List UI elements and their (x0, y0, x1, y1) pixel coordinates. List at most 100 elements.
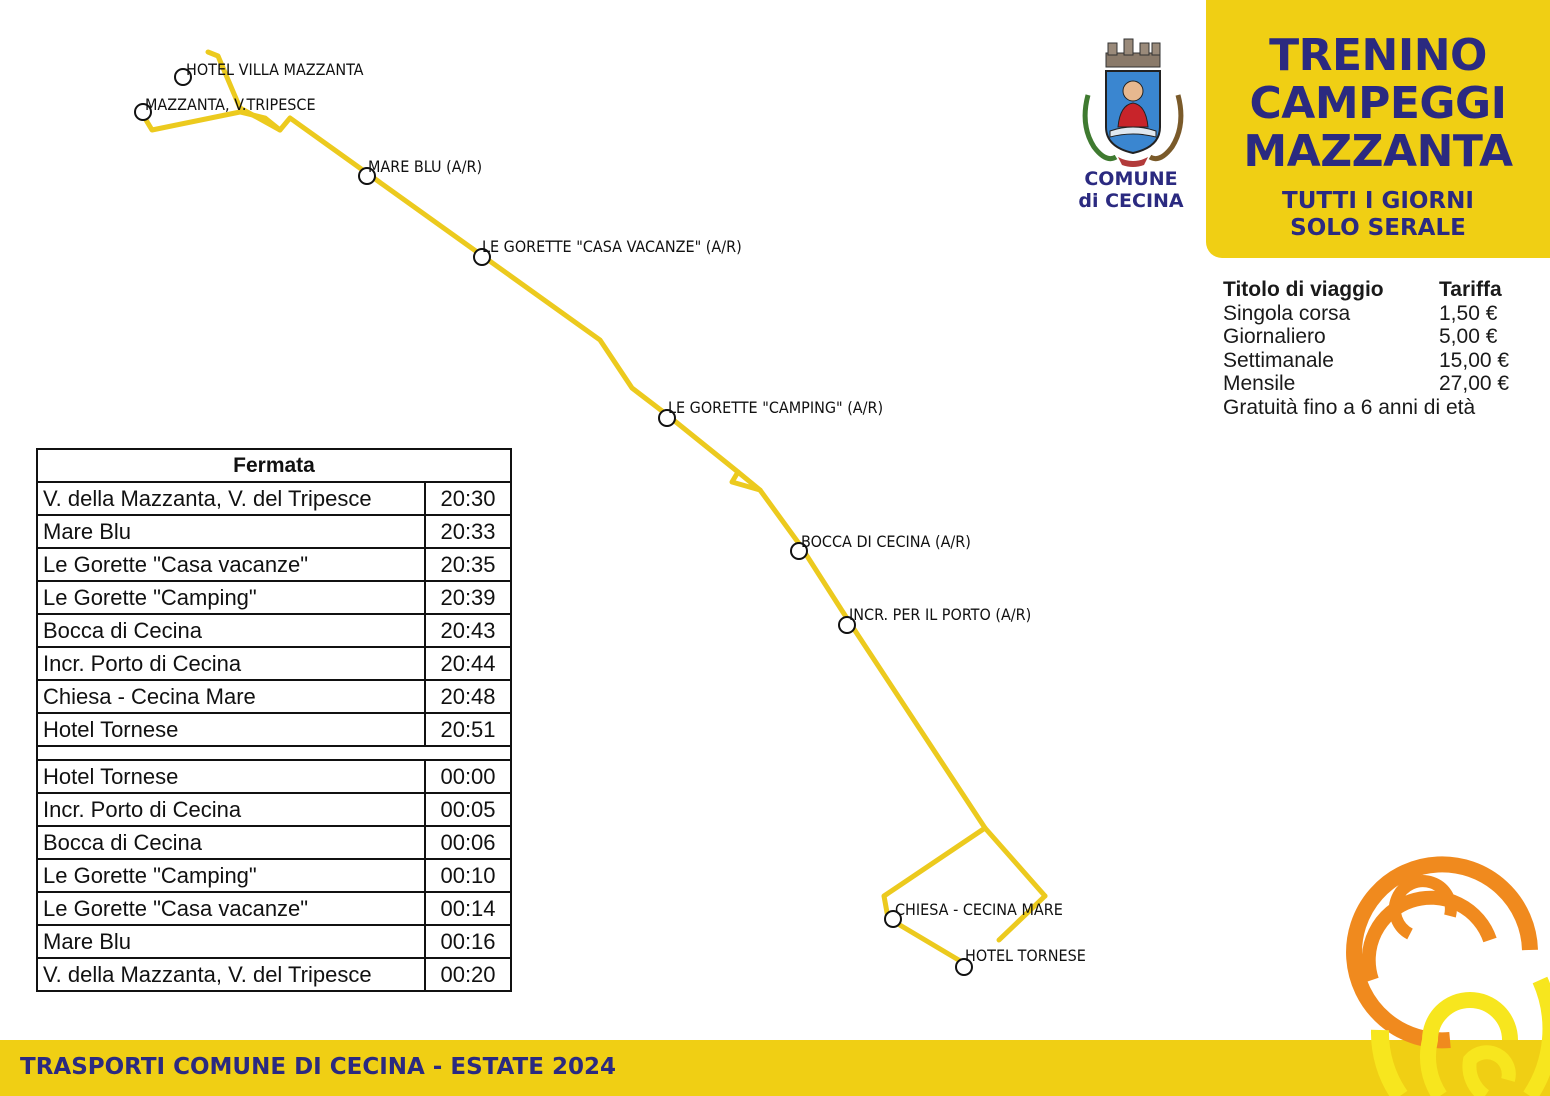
stop-time: 00:05 (424, 792, 512, 827)
crest-caption: COMUNE di CECINA (1068, 168, 1194, 212)
fare-name: Singola corsa (1223, 301, 1351, 325)
stop-name: Incr. Porto di Cecina (36, 792, 426, 827)
page-subtitle: TUTTI I GIORNI SOLO SERALE (1206, 188, 1550, 242)
fare-name: Mensile (1223, 372, 1296, 395)
fares-header: Titolo di viaggio Tariffa (1223, 278, 1509, 302)
stop-time: 20:43 (424, 613, 512, 648)
footer-bar: TRASPORTI COMUNE DI CECINA - ESTATE 2024 (0, 1040, 1550, 1096)
stop-marker (658, 409, 676, 427)
title-banner: TRENINO CAMPEGGI MAZZANTA TUTTI I GIORNI… (1206, 0, 1550, 258)
stop-name: Le Gorette "Camping" (36, 580, 426, 615)
fare-price: 5,00 € (1439, 325, 1498, 348)
stop-label: INCR. PER IL PORTO (A/R) (849, 605, 1031, 624)
title-line-2: CAMPEGGI (1249, 78, 1507, 129)
fares-note: Gratuità fino a 6 anni di età (1223, 395, 1476, 419)
stop-marker (134, 103, 152, 121)
table-spacer-row (36, 745, 512, 761)
stop-label: HOTEL VILLA MAZZANTA (186, 60, 364, 79)
stop-name: Mare Blu (36, 924, 426, 959)
stop-markers (134, 68, 973, 976)
stop-time: 20:35 (424, 547, 512, 582)
stop-marker (884, 910, 902, 928)
fare-price: 15,00 € (1439, 348, 1510, 372)
table-row: Le Gorette "Camping" 20:39 (36, 580, 512, 615)
page-title: TRENINO CAMPEGGI MAZZANTA (1206, 32, 1550, 176)
title-line-3: MAZZANTA (1243, 126, 1513, 177)
stop-marker (955, 958, 973, 976)
timetable-header-row: Fermata (36, 448, 512, 483)
stop-marker (473, 248, 491, 266)
stop-name: Chiesa - Cecina Mare (36, 679, 426, 714)
table-row: Le Gorette "Casa vacanze" 20:35 (36, 547, 512, 582)
table-row: Incr. Porto di Cecina 20:44 (36, 646, 512, 681)
footer-text: TRASPORTI COMUNE DI CECINA - ESTATE 2024 (20, 1054, 616, 1080)
stop-time: 20:44 (424, 646, 512, 681)
fare-row: Mensile 27,00 € (1223, 372, 1509, 396)
table-spacer (36, 745, 512, 761)
fares-table: Titolo di viaggio Tariffa Singola corsa … (1223, 278, 1509, 419)
subtitle-line-2: SOLO SERALE (1290, 215, 1466, 241)
stop-name: Incr. Porto di Cecina (36, 646, 426, 681)
crest-line-2: di CECINA (1078, 190, 1184, 212)
stop-name: Bocca di Cecina (36, 825, 426, 860)
stop-name: Hotel Tornese (36, 759, 426, 794)
table-row: Hotel Tornese 00:00 (36, 759, 512, 794)
stop-time: 00:20 (424, 957, 512, 992)
stop-labels: HOTEL VILLA MAZZANTA MAZZANTA, V.TRIPESC… (145, 60, 1086, 965)
stop-time: 20:48 (424, 679, 512, 714)
stop-label: HOTEL TORNESE (965, 946, 1086, 965)
stop-time: 00:16 (424, 924, 512, 959)
crest-line-1: COMUNE (1084, 168, 1178, 190)
timetable: Fermata V. della Mazzanta, V. del Tripes… (36, 448, 512, 992)
stop-name: V. della Mazzanta, V. del Tripesce (36, 481, 426, 516)
stop-label: LE GORETTE "CAMPING" (A/R) (668, 398, 883, 417)
timetable-header: Fermata (36, 448, 512, 483)
coat-of-arms-icon (1082, 38, 1184, 167)
table-row: Mare Blu 20:33 (36, 514, 512, 549)
stop-marker (790, 542, 808, 560)
subtitle-line-1: TUTTI I GIORNI (1282, 188, 1474, 214)
table-row: Chiesa - Cecina Mare 20:48 (36, 679, 512, 714)
fare-row: Singola corsa 1,50 € (1223, 302, 1509, 326)
stop-time: 00:14 (424, 891, 512, 926)
stop-name: Le Gorette "Casa vacanze" (36, 891, 426, 926)
stop-name: V. della Mazzanta, V. del Tripesce (36, 957, 426, 992)
stop-time: 20:51 (424, 712, 512, 747)
crown-icon (1105, 38, 1161, 68)
stop-time: 20:30 (424, 481, 512, 516)
fare-row: Giornaliero 5,00 € (1223, 325, 1509, 349)
fare-row: Settimanale 15,00 € (1223, 349, 1509, 373)
fare-name: Settimanale (1223, 348, 1334, 372)
fares-header-title: Titolo di viaggio (1223, 278, 1384, 301)
stop-time: 20:33 (424, 514, 512, 549)
stop-marker (174, 68, 192, 86)
table-row: Incr. Porto di Cecina 00:05 (36, 792, 512, 827)
fare-price: 27,00 € (1439, 372, 1510, 395)
table-row: Mare Blu 00:16 (36, 924, 512, 959)
table-row: V. della Mazzanta, V. del Tripesce 20:30 (36, 481, 512, 516)
stop-label: MARE BLU (A/R) (368, 157, 482, 176)
stop-name: Bocca di Cecina (36, 613, 426, 648)
stop-label: LE GORETTE "CASA VACANZE" (A/R) (482, 237, 742, 256)
stop-label: MAZZANTA, V.TRIPESCE (145, 95, 316, 114)
spiral-logo-icon (1346, 856, 1550, 1096)
stop-time: 20:39 (424, 580, 512, 615)
table-row: Le Gorette "Casa vacanze" 00:14 (36, 891, 512, 926)
fares-header-price: Tariffa (1439, 278, 1502, 301)
stop-label: BOCCA DI CECINA (A/R) (801, 532, 971, 551)
stop-time: 00:10 (424, 858, 512, 893)
stop-name: Le Gorette "Casa vacanze" (36, 547, 426, 582)
stop-name: Le Gorette "Camping" (36, 858, 426, 893)
stop-time: 00:00 (424, 759, 512, 794)
fare-name: Giornaliero (1223, 325, 1326, 348)
fare-price: 1,50 € (1439, 301, 1498, 325)
stop-time: 00:06 (424, 825, 512, 860)
table-row: Le Gorette "Camping" 00:10 (36, 858, 512, 893)
table-row: V. della Mazzanta, V. del Tripesce 00:20 (36, 957, 512, 992)
route-line (137, 49, 1048, 965)
stop-marker (838, 616, 856, 634)
stop-marker (358, 167, 376, 185)
stop-name: Hotel Tornese (36, 712, 426, 747)
table-row: Bocca di Cecina 20:43 (36, 613, 512, 648)
